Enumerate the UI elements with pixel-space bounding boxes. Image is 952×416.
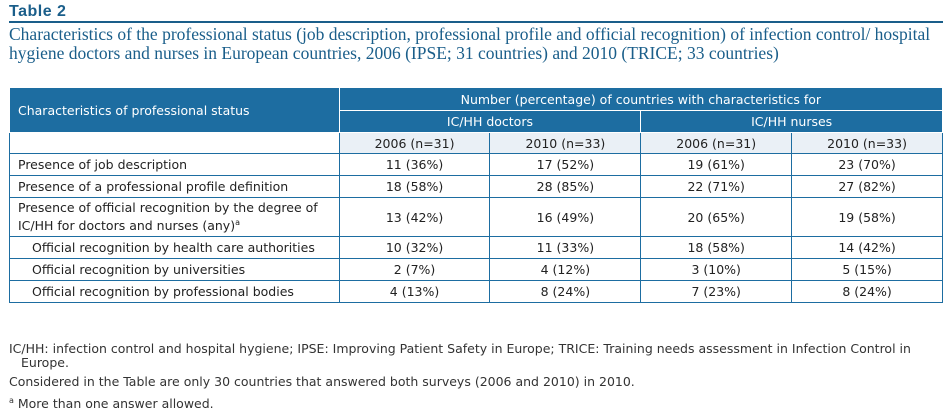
cell-value: 28 (85%) [489, 175, 642, 198]
footnote: a More than one answer allowed. [9, 394, 944, 411]
year-header: 2006 (n=31) [338, 132, 491, 154]
considered-note: Considered in the Table are only 30 coun… [9, 374, 635, 389]
cell-value: 20 (65%) [640, 197, 793, 237]
cell-value: 4 (13%) [338, 280, 491, 303]
row-label: Official recognition by universities [9, 258, 340, 281]
cell-value: 18 (58%) [338, 175, 491, 198]
cell-value: 22 (71%) [640, 175, 793, 198]
cell-value: 5 (15%) [791, 258, 943, 281]
row-label: Presence of a professional profile defin… [9, 175, 340, 198]
row-label: Presence of official recognition by the … [9, 197, 340, 237]
cell-value: 8 (24%) [791, 280, 943, 303]
nurses-header: IC/HH nurses [640, 110, 943, 133]
row-header: Characteristics of professional status [9, 87, 340, 133]
cell-value: 11 (36%) [338, 153, 491, 176]
status-table: Characteristics of professional status N… [9, 87, 944, 303]
cell-value: 3 (10%) [640, 258, 793, 281]
doctors-header: IC/HH doctors [338, 110, 642, 133]
cell-value: 8 (24%) [489, 280, 642, 303]
row-label: Official recognition by professional bod… [9, 280, 340, 303]
cell-value: 18 (58%) [640, 236, 793, 259]
cell-value: 10 (32%) [338, 236, 491, 259]
blank-header-cell [9, 132, 340, 154]
table-label: Table 2 [9, 3, 67, 20]
table-row: Official recognition by universities 2 (… [9, 258, 943, 281]
table-row: Official recognition by professional bod… [9, 280, 943, 303]
footnote-mark: a [9, 396, 14, 405]
row-label: Official recognition by health care auth… [9, 236, 340, 259]
cell-value: 23 (70%) [791, 153, 943, 176]
footnote-text: More than one answer allowed. [13, 396, 214, 412]
row-label: Presence of job description [9, 153, 340, 176]
table-row: Official recognition by health care auth… [9, 236, 943, 259]
table-row: Presence of official recognition by the … [9, 197, 943, 237]
cell-value: 13 (42%) [338, 197, 491, 237]
table-row: Presence of a professional profile defin… [9, 175, 943, 198]
cell-value: 7 (23%) [640, 280, 793, 303]
cell-value: 19 (61%) [640, 153, 793, 176]
year-header: 2010 (n=33) [791, 132, 943, 154]
cell-value: 19 (58%) [791, 197, 943, 237]
footnote-marker: a [235, 218, 240, 228]
year-header: 2010 (n=33) [489, 132, 642, 154]
table-notes: IC/HH: infection control and hospital hy… [9, 342, 944, 416]
cell-value: 11 (33%) [489, 236, 642, 259]
year-header: 2006 (n=31) [640, 132, 793, 154]
cell-value: 16 (49%) [489, 197, 642, 237]
cell-value: 4 (12%) [489, 258, 642, 281]
row-label-text: Presence of official recognition by the … [18, 200, 318, 234]
cell-value: 14 (42%) [791, 236, 943, 259]
table-caption: Characteristics of the professional stat… [9, 24, 931, 63]
cell-value: 27 (82%) [791, 175, 943, 198]
title-rule [9, 21, 943, 23]
cell-value: 2 (7%) [338, 258, 491, 281]
cell-value: 17 (52%) [489, 153, 642, 176]
group-header: Number (percentage) of countries with ch… [338, 87, 944, 111]
abbreviations-note: IC/HH: infection control and hospital hy… [9, 341, 911, 370]
table-row: Presence of job description 11 (36%) 17 … [9, 153, 943, 176]
